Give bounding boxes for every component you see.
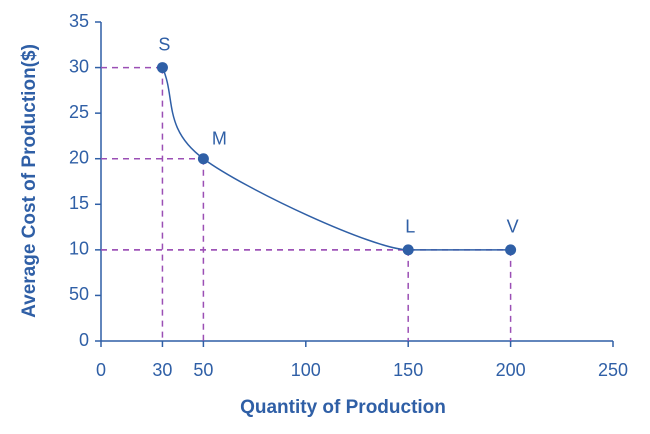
point [505, 244, 517, 256]
y-tick-label: 15 [69, 193, 89, 213]
point-label: L [405, 217, 415, 237]
y-tick-label: 35 [69, 11, 89, 31]
point-label: V [507, 217, 519, 237]
x-tick-label: 100 [291, 360, 321, 380]
point-label: S [158, 34, 170, 54]
x-tick-label: 50 [193, 360, 213, 380]
point [197, 153, 209, 165]
y-tick-label: 0 [79, 330, 89, 350]
x-axis-title: Quantity of Production [240, 397, 446, 418]
point-label: M [212, 128, 227, 148]
y-tick-label: 20 [69, 147, 89, 167]
x-tick-label: 200 [496, 360, 526, 380]
y-tick-label: 30 [69, 56, 89, 76]
x-tick-label: 0 [96, 360, 106, 380]
x-tick-label: 150 [393, 360, 423, 380]
y-tick-label: 25 [69, 102, 89, 122]
curve [161, 67, 511, 251]
x-tick-label: 250 [598, 360, 628, 380]
point [156, 62, 168, 74]
y-axis-title: Average Cost of Production($) [19, 44, 40, 318]
y-tick-label: 10 [69, 239, 89, 259]
y-tick-label: 50 [69, 284, 89, 304]
x-tick-label: 30 [152, 360, 172, 380]
point [402, 244, 414, 256]
